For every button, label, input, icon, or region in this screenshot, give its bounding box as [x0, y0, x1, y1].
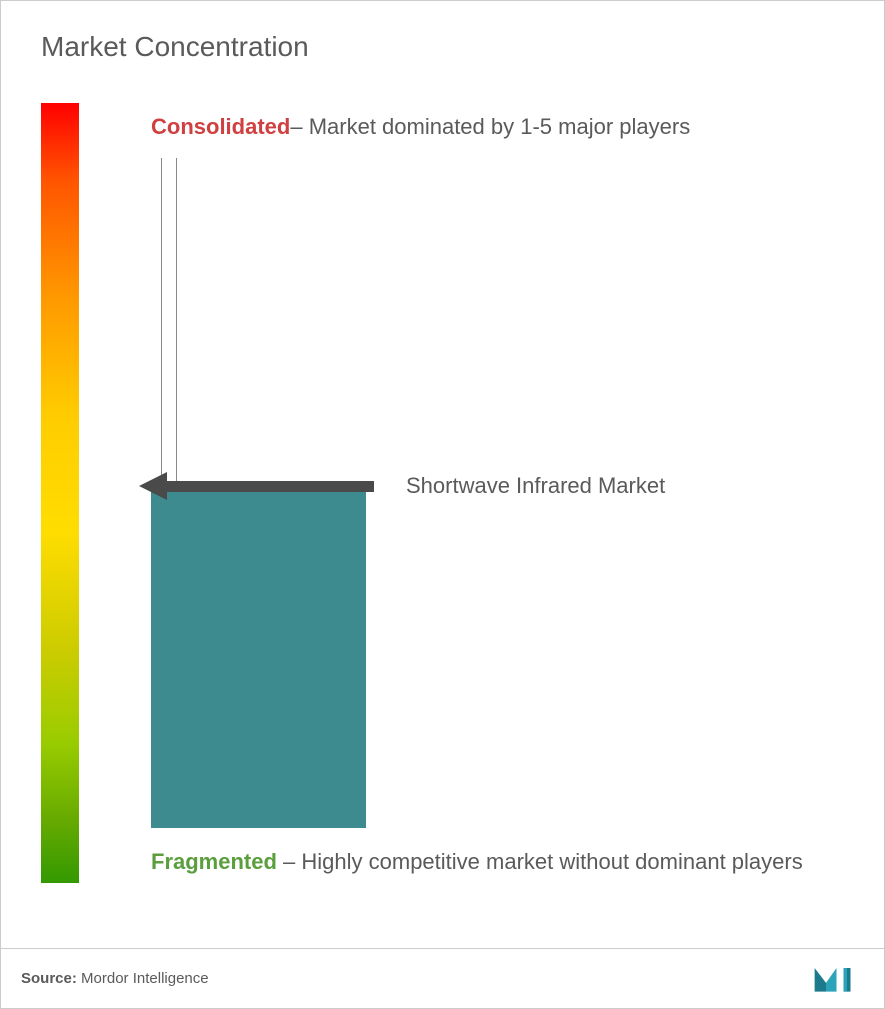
market-arrow — [139, 473, 374, 499]
fragmented-label: Fragmented — [151, 849, 277, 874]
arrow-line — [164, 481, 374, 492]
mordor-logo-icon — [809, 961, 864, 996]
arrow-head-icon — [139, 472, 167, 500]
concentration-gradient-bar — [41, 103, 79, 883]
connector-line-1 — [161, 158, 162, 483]
source-value: Mordor Intelligence — [81, 970, 209, 987]
content-area: Consolidated– Market dominated by 1-5 ma… — [41, 103, 844, 923]
fragmented-description: Fragmented – Highly competitive market w… — [151, 838, 851, 886]
market-position-box — [151, 483, 366, 828]
infographic-container: Market Concentration Consolidated– Marke… — [0, 0, 885, 1009]
market-name-label: Shortwave Infrared Market — [406, 473, 665, 499]
connector-line-2 — [176, 158, 177, 483]
consolidated-label: Consolidated — [151, 114, 290, 139]
consolidated-description: Consolidated– Market dominated by 1-5 ma… — [151, 103, 851, 151]
source-citation: Source: Mordor Intelligence — [21, 970, 209, 987]
footer: Source: Mordor Intelligence — [1, 948, 884, 1008]
consolidated-text: – Market dominated by 1-5 major players — [290, 114, 690, 139]
page-title: Market Concentration — [41, 31, 844, 63]
fragmented-text: – Highly competitive market without domi… — [277, 849, 803, 874]
source-label: Source: — [21, 970, 77, 987]
